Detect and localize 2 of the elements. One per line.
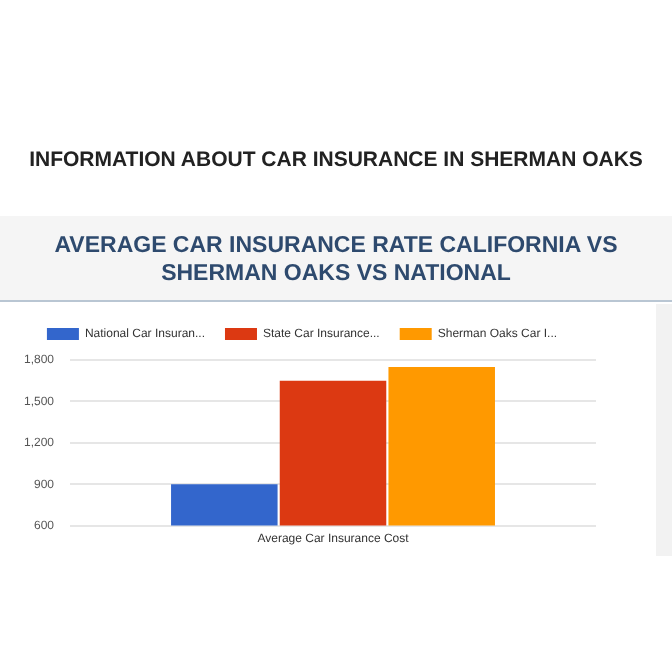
chart-title: INFORMATION ABOUT CAR INSURANCE IN SHERMAN OAKS xyxy=(27,148,645,172)
chart-subtitle: AVERAGE CAR INSURANCE RATE CALIFORNIA VS SHERMAN OAKS VS NATIONAL xyxy=(0,216,672,302)
